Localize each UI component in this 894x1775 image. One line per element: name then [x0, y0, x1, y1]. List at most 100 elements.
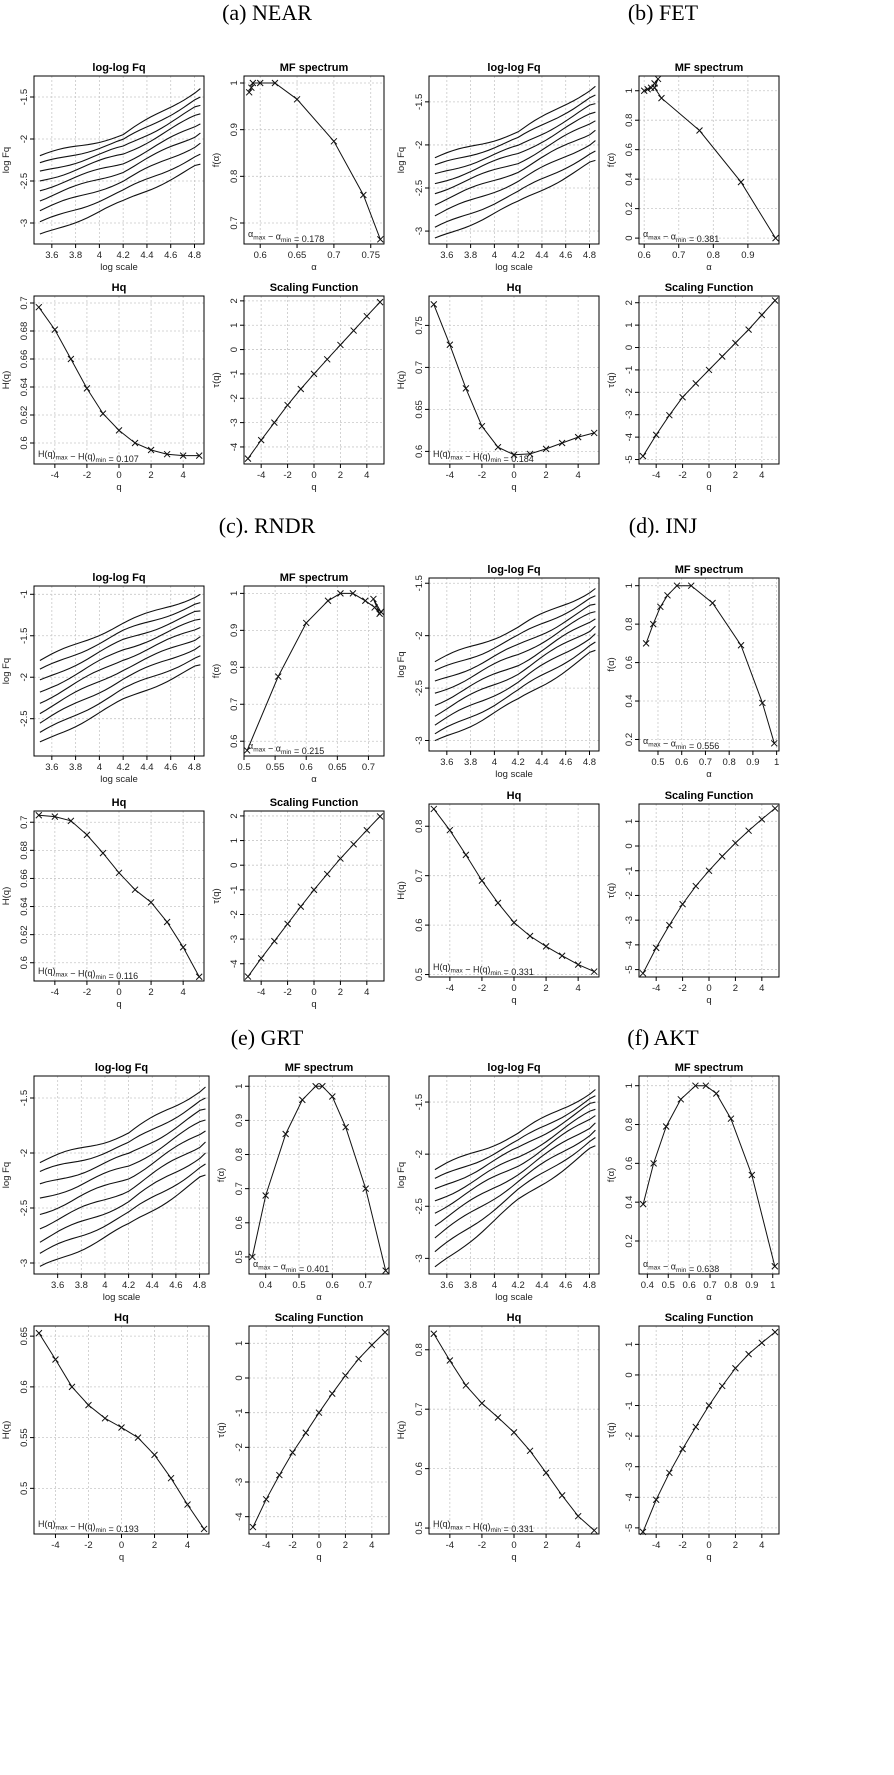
inj-mf-curve: [645, 585, 775, 744]
near-mf-xtick-label-3: 0.75: [361, 250, 380, 261]
inj-mf-xtick-label-5: 1: [774, 757, 779, 768]
akt-fq-title: log-log Fq: [487, 1062, 540, 1074]
akt-fq-series-4: [434, 1115, 596, 1214]
grt-mf-xtick-label-0: 0.4: [259, 1280, 272, 1291]
rndr-hq-point-4: [99, 849, 107, 857]
akt-fq-series-5: [434, 1122, 596, 1227]
chart-akt-fq: log-log Fq 3.6 3.8 4 4.2 4.4 4.6 4.8 -3 -2.5 -2 -1.…: [396, 1062, 600, 1303]
fet-hq-xlabel: q: [511, 482, 516, 493]
akt-mf-xtick-label-0: 0.4: [641, 1280, 654, 1291]
rndr-mf-xtick-label-4: 0.7: [362, 762, 375, 773]
near-tau-point-3: [284, 401, 291, 409]
fet-mf-curve: [644, 78, 776, 239]
rndr-mf-xtick-label-0: 0.5: [237, 762, 250, 773]
fet-fq-series-8: [434, 159, 596, 239]
near-fq-series-7: [39, 153, 201, 223]
fet-tau-xtick-label-3: 2: [733, 470, 738, 481]
akt-fq-series-0: [434, 1089, 596, 1171]
akt-fq-ytick-label-2: -2: [414, 1150, 425, 1158]
chart-akt-tau: Scaling Function -4 -2 0 2 4 -5 -4 -3 -2 -1 0 1 q τ(q): [606, 1312, 780, 1563]
grt-hq-xtick-label-3: 2: [152, 1540, 157, 1551]
fet-tau-xlabel: q: [706, 482, 711, 493]
inj-mf-point-4: [673, 582, 681, 590]
fet-fq-xtick-label-1: 3.8: [464, 250, 477, 261]
akt-mf-xtick-label-6: 1: [770, 1280, 775, 1291]
grt-fq-series-6: [39, 1152, 206, 1243]
grt-fq-series-0: [39, 1086, 206, 1164]
near-hq-ytick-label-0: 0.6: [19, 436, 30, 449]
fet-mf-point-9: [772, 234, 779, 242]
near-mf-ytick-label-2: 0.9: [229, 123, 240, 136]
inj-tau-ylabel: τ(q): [606, 883, 617, 898]
rndr-tau-point-2: [271, 937, 278, 945]
grt-tau-point-2: [276, 1471, 283, 1479]
near-fq-xtick-label-4: 4.4: [140, 250, 153, 261]
near-tau-ytick-label-5: 1: [229, 323, 240, 328]
rndr-fq-xtick-label-3: 4.2: [117, 762, 130, 773]
fet-hq-xtick-label-3: 2: [543, 470, 548, 481]
near-mf-ytick-label-3: 1: [229, 80, 240, 85]
grt-fq-series-1: [39, 1097, 206, 1173]
fet-mf-ytick-label-1: 0.2: [624, 202, 635, 215]
fet-tau-point-7: [732, 339, 739, 347]
grt-hq-xtick-label-2: 0: [119, 1540, 124, 1551]
akt-fq-frame: [428, 1075, 600, 1275]
near-mf-point-3: [256, 79, 264, 87]
inj-hq-point-3: [478, 877, 486, 884]
near-hq-point-9: [179, 452, 187, 459]
near-fq-series-8: [39, 163, 201, 235]
inj-tau-title: Scaling Function: [665, 790, 754, 802]
rndr-tau-xtick-label-3: 2: [338, 987, 343, 998]
near-mf-point-5: [293, 95, 301, 103]
near-hq-xtick-label-2: 0: [116, 470, 121, 481]
rndr-mf-point-4: [337, 590, 344, 597]
grt-mf-point-5: [318, 1082, 326, 1090]
grt-tau-ytick-label-5: 1: [234, 1341, 245, 1346]
chart-near-fq: log-log Fq 3.6 3.8 4 4.2 4.4 4.6 4.8 -3 -2.5 -2 -1.…: [1, 62, 205, 273]
grt-hq-point-6: [134, 1434, 142, 1441]
inj-fq-ylabel: log Fq: [396, 651, 407, 677]
rndr-mf-ytick-label-3: 0.9: [229, 624, 240, 637]
grt-fq-xtick-label-2: 4: [102, 1280, 107, 1291]
grt-fq-series-3: [39, 1119, 206, 1199]
rndr-hq-point-3: [83, 831, 91, 839]
chart-grt-tau: Scaling Function -4 -2 0 2 4 -4 -3 -2 -1 0 1 q τ(q): [216, 1312, 390, 1563]
akt-fq-xtick-label-1: 3.8: [464, 1280, 477, 1291]
inj-hq-point-8: [558, 952, 566, 960]
fet-hq-point-4: [494, 443, 502, 451]
akt-fq-series-1: [434, 1095, 596, 1179]
fet-fq-series-4: [434, 120, 596, 195]
fet-mf-xtick-label-1: 0.7: [672, 250, 685, 261]
fet-mf-annotation: αmax − αmin = 0.381: [643, 229, 719, 244]
grt-mf-ytick-label-5: 1: [234, 1084, 245, 1089]
rndr-fq-xtick-label-5: 4.6: [164, 762, 177, 773]
rndr-hq-point-10: [195, 973, 203, 981]
rndr-hq-ytick-label-0: 0.6: [19, 956, 30, 969]
akt-tau-xtick-label-2: 0: [706, 1540, 711, 1551]
grt-mf-ytick-label-3: 0.8: [234, 1148, 245, 1161]
rndr-mf-ylabel: f(α): [211, 664, 222, 678]
grt-mf-point-9: [382, 1267, 390, 1274]
fet-mf-ytick-label-2: 0.4: [624, 173, 635, 186]
akt-mf-point-6: [712, 1090, 720, 1097]
rndr-tau-point-3: [284, 920, 291, 928]
fet-fq-series-5: [434, 129, 596, 206]
akt-tau-ylabel: τ(q): [606, 1422, 617, 1437]
chart-rndr-fq: log-log Fq 3.6 3.8 4 4.2 4.4 4.6 4.8 -2.5 -2 -1.5 -…: [1, 572, 205, 785]
inj-mf-xtick-label-4: 0.9: [746, 757, 759, 768]
near-fq-series-0: [39, 88, 201, 157]
fet-hq-point-7: [542, 445, 550, 453]
fet-fq-series-3: [434, 111, 596, 185]
grt-fq-series-7: [39, 1163, 206, 1254]
inj-mf-ytick-label-0: 0.2: [624, 733, 635, 746]
akt-hq-point-7: [542, 1469, 550, 1477]
inj-fq-frame: [428, 577, 600, 752]
near-fq-series-3: [39, 113, 201, 182]
grt-mf-xlabel: α: [316, 1292, 322, 1303]
akt-fq-series-3: [434, 1108, 596, 1202]
inj-hq-xtick-label-1: -2: [478, 983, 486, 994]
rndr-mf-point-2: [302, 619, 310, 627]
near-fq-xtick-label-0: 3.6: [45, 250, 58, 261]
near-hq-point-10: [195, 452, 203, 459]
near-hq-xtick-label-4: 4: [181, 470, 186, 481]
